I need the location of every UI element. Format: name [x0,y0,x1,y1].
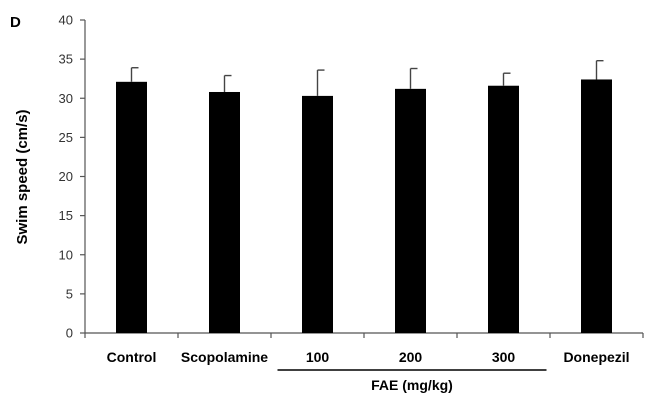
panel-label: D [10,14,21,31]
category-label-200: 200 [399,349,423,365]
y-tick-label: 20 [59,169,73,184]
category-label-scopolamine: Scopolamine [181,349,268,365]
y-tick-label: 5 [66,286,73,301]
y-axis: 0 5 10 15 20 25 30 35 40 [59,13,86,341]
category-labels: Control Scopolamine 100 200 300 Donepezil [107,349,630,365]
y-tick-label: 15 [59,208,73,223]
y-tick-label: 40 [59,13,73,28]
bar-scopolamine [209,91,240,334]
category-label-control: Control [107,349,157,365]
bar-300 [488,85,519,333]
bars [116,79,612,334]
bar-100 [302,95,333,333]
y-tick-label: 30 [59,91,73,106]
x-axis [84,332,644,338]
category-label-100: 100 [306,349,330,365]
error-bars [130,59,604,96]
y-tick-label: 35 [59,52,73,67]
y-tick-label: 10 [59,247,73,262]
category-label-300: 300 [492,349,516,365]
category-label-donepezil: Donepezil [563,349,629,365]
y-axis-label: Swim speed (cm/s) [14,109,31,244]
bar-200 [395,88,426,333]
fae-group-bracket: FAE (mg/kg) [277,369,547,393]
y-tick-label: 25 [59,130,73,145]
bar-donepezil [581,79,612,333]
bar-control [116,81,147,333]
y-tick-label: 0 [66,326,73,341]
fae-group-label: FAE (mg/kg) [371,377,453,393]
